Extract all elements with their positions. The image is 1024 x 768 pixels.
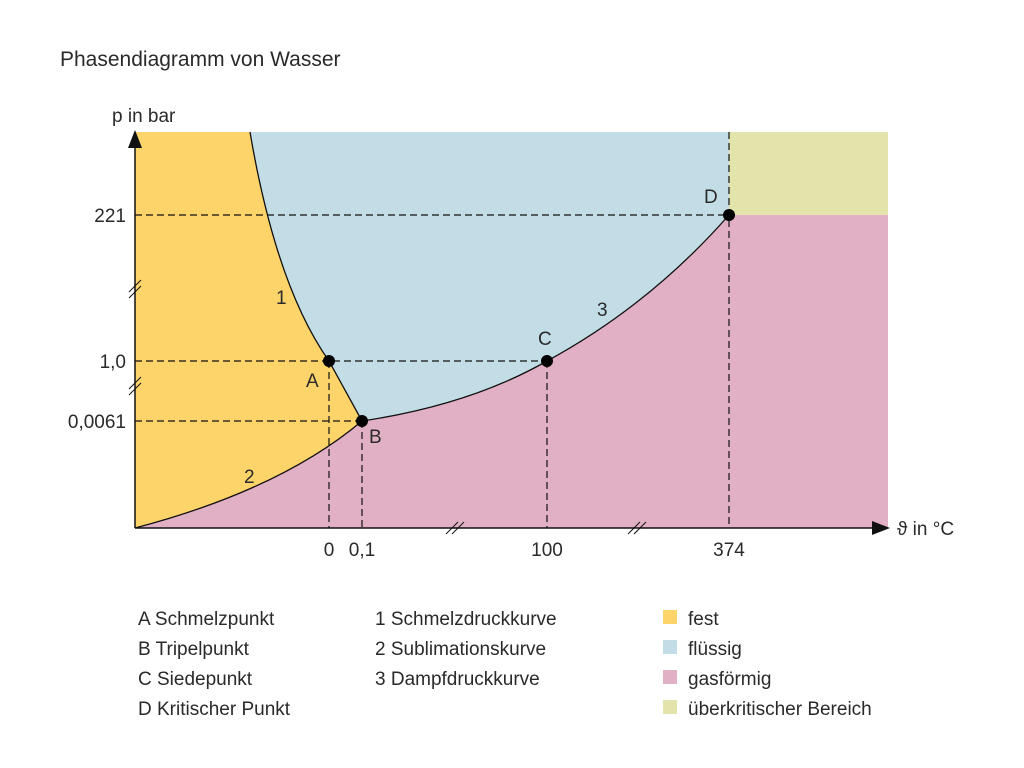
x-tick-100: 100 [531, 540, 563, 561]
legend-phase-liquid: flüssig [688, 639, 742, 660]
point-label-b: B [369, 427, 382, 448]
legend-point-b: B Tripelpunkt [138, 639, 250, 660]
diagram-title: Phasendiagramm von Wasser [60, 48, 341, 71]
legend-phase-gas: gasförmig [688, 669, 771, 690]
legend-swatch-supercritical [663, 700, 677, 714]
point-label-d: D [704, 187, 718, 208]
x-tick-374: 374 [713, 540, 745, 561]
legend-curve-3: 3 Dampfdruckkurve [375, 669, 540, 690]
y-axis-arrow-icon [128, 130, 142, 148]
y-tick-1: 1,0 [100, 352, 126, 373]
curve-sublimation [134, 420, 363, 529]
curve-label-2: 2 [244, 467, 255, 488]
legend-swatch-gas [663, 670, 677, 684]
region-solid [135, 132, 362, 528]
point-label-c: C [538, 329, 552, 350]
legend-swatch-solid [663, 610, 677, 624]
x-axis-arrow-icon [872, 521, 890, 535]
legend-point-d: D Kritischer Punkt [138, 699, 291, 720]
legend-swatch-liquid [663, 640, 677, 654]
region-supercritical [729, 132, 888, 215]
legend-point-a: A Schmelzpunkt [138, 609, 275, 630]
curve-melting [249, 131, 363, 422]
point-b [356, 415, 368, 427]
legend-phase-solid: fest [688, 609, 719, 630]
axis-break-icons [128, 279, 647, 535]
point-c [541, 355, 553, 367]
curve-label-1: 1 [276, 288, 287, 309]
point-d [723, 209, 735, 221]
legend-point-c: C Siedepunkt [138, 669, 253, 690]
x-tick-01: 0,1 [349, 540, 375, 561]
region-liquid [250, 132, 729, 421]
legend-curve-2: 2 Sublimationskurve [375, 639, 546, 660]
y-tick-221: 221 [94, 206, 126, 227]
curve-label-3: 3 [597, 300, 608, 321]
legend-phase-supercritical: überkritischer Bereich [688, 699, 872, 720]
legend-curve-1: 1 Schmelzdruckkurve [375, 609, 557, 630]
y-tick-00061: 0,0061 [68, 412, 126, 433]
x-tick-0: 0 [324, 540, 335, 561]
y-axis-label: p in bar [112, 106, 176, 127]
point-label-a: A [306, 371, 319, 392]
point-a [323, 355, 335, 367]
legend: A Schmelzpunkt B Tripelpunkt C Siedepunk… [138, 609, 872, 720]
x-axis-label: ϑ in °C [897, 519, 954, 540]
